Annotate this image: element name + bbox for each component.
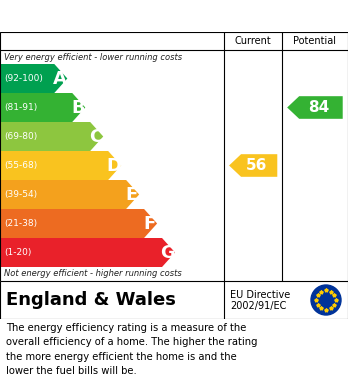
Text: (39-54): (39-54) [4,190,37,199]
Text: 56: 56 [246,158,268,173]
Text: (1-20): (1-20) [4,248,31,257]
Text: (69-80): (69-80) [4,132,37,141]
Polygon shape [0,122,103,151]
Text: The energy efficiency rating is a measure of the
overall efficiency of a home. T: The energy efficiency rating is a measur… [6,323,258,376]
Text: E: E [126,185,138,203]
Text: Current: Current [235,36,271,46]
Text: Very energy efficient - lower running costs: Very energy efficient - lower running co… [4,52,182,61]
Polygon shape [0,93,85,122]
Text: (55-68): (55-68) [4,161,37,170]
Polygon shape [0,209,157,238]
Polygon shape [0,238,175,267]
Text: 2002/91/EC: 2002/91/EC [230,301,287,311]
Text: B: B [71,99,85,117]
Polygon shape [0,180,139,209]
Text: (92-100): (92-100) [4,74,43,83]
Text: EU Directive: EU Directive [230,291,291,300]
Text: A: A [53,70,67,88]
Text: D: D [106,156,121,174]
Text: (21-38): (21-38) [4,219,37,228]
Text: Not energy efficient - higher running costs: Not energy efficient - higher running co… [4,269,182,278]
Text: (81-91): (81-91) [4,103,37,112]
Polygon shape [0,151,121,180]
Polygon shape [229,154,277,177]
Text: G: G [160,244,175,262]
Polygon shape [0,64,67,93]
Circle shape [311,285,341,315]
Text: C: C [89,127,103,145]
Text: F: F [144,215,156,233]
Text: Potential: Potential [293,36,337,46]
Text: 84: 84 [308,100,330,115]
Text: Energy Efficiency Rating: Energy Efficiency Rating [10,9,232,23]
Polygon shape [287,96,343,119]
Text: England & Wales: England & Wales [6,291,176,309]
